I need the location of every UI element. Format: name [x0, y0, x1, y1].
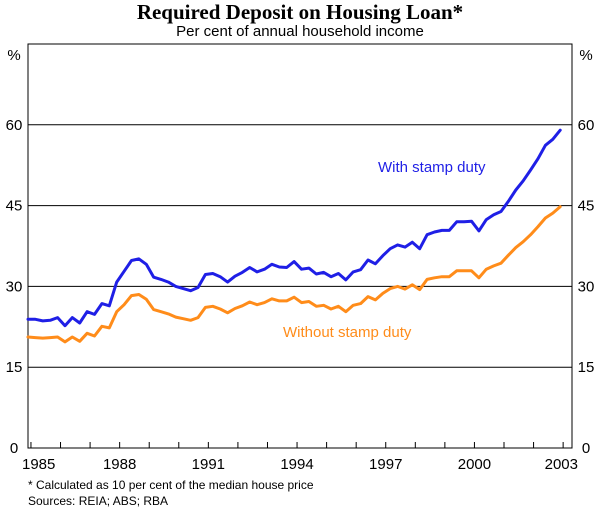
y-tick-left-30: 30	[6, 278, 23, 295]
y-tick-left-45: 45	[6, 198, 23, 215]
y-tick-right-15: 15	[578, 359, 595, 376]
chart-title: Required Deposit on Housing Loan*	[136, 0, 464, 24]
x-tick-label-1985: 1985	[22, 456, 55, 470]
chart-subtitle: Per cent of annual household income	[176, 23, 424, 40]
x-tick-label-1988: 1988	[103, 456, 136, 470]
y-tick-right-30: 30	[578, 278, 595, 295]
x-tick-label-2003: 2003	[545, 456, 578, 470]
chart-area: 0 15 30 45 60 0 15 30 45 60 1985 1988 1991 1994 1997…	[6, 43, 595, 470]
series-line-without-stamp-duty	[26, 205, 562, 344]
y-tick-left-0: 0	[10, 440, 18, 457]
y-axis-unit-right: %	[579, 47, 592, 64]
y-axis-unit-left: %	[7, 47, 20, 64]
annotation-with-stamp-duty: With stamp duty	[378, 159, 486, 176]
footnote-sources: Sources: REIA; ABS; RBA	[28, 494, 169, 508]
footnote-calculation: * Calculated as 10 per cent of the media…	[28, 478, 314, 492]
x-tick-label-1991: 1991	[192, 456, 225, 470]
annotation-without-stamp-duty: Without stamp duty	[283, 324, 412, 341]
y-tick-right-60: 60	[578, 117, 595, 134]
y-tick-left-15: 15	[6, 359, 23, 376]
y-tick-right-0: 0	[582, 440, 590, 457]
plot-frame	[27, 43, 573, 449]
x-tick-label-1997: 1997	[369, 456, 402, 470]
y-tick-right-45: 45	[578, 198, 595, 215]
series-line-with-stamp-duty	[26, 128, 562, 328]
x-tick-label-1994: 1994	[280, 456, 313, 470]
y-tick-left-60: 60	[6, 117, 23, 134]
x-tick-label-2000: 2000	[458, 456, 491, 470]
